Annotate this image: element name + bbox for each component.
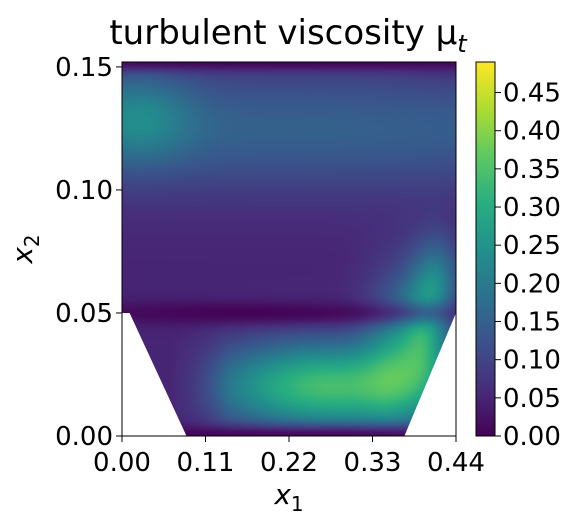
x-axis-label-subscript: 1	[291, 492, 304, 516]
x-axis-label-text: x	[273, 478, 291, 511]
y-tick-label: 0.10	[55, 176, 113, 206]
x-tick-label: 0.22	[260, 448, 318, 478]
y-axis-label: x2	[6, 234, 44, 264]
colorbar-tick-label: 0.25	[503, 231, 561, 261]
x-tick-label: 0.44	[427, 448, 485, 478]
colorbar-gradient	[475, 61, 496, 437]
colorbar-tick-label: 0.40	[503, 117, 561, 147]
chart-title-subscript: t	[457, 30, 468, 58]
x-tick-label: 0.11	[177, 448, 235, 478]
heatmap-field	[122, 62, 456, 436]
colorbar-tick-label: 0.15	[503, 308, 561, 338]
colorbar-ticks: 0.00 0.05 0.10 0.15 0.20 0.25 0.30 0.35 0.40 0.45	[495, 79, 561, 452]
y-axis-label-subscript: 2	[20, 234, 44, 247]
chart-title: turbulent viscosity μt	[109, 13, 468, 58]
x-axis-label: x1	[273, 478, 303, 516]
colorbar-tick-label: 0.45	[503, 79, 561, 109]
y-tick-label: 0.15	[55, 53, 113, 83]
y-axis: 0.00 0.05 0.10 0.15	[55, 53, 122, 452]
y-tick-label: 0.05	[55, 299, 113, 329]
y-axis-label-text: x	[6, 247, 39, 265]
colorbar-tick-label: 0.35	[503, 155, 561, 185]
colorbar: 0.00 0.05 0.10 0.15 0.20 0.25 0.30 0.35 0.40 0.45	[475, 61, 561, 452]
x-tick-label: 0.33	[344, 448, 402, 478]
x-tick-label: 0.00	[93, 448, 151, 478]
chart-title-text: turbulent viscosity μ	[109, 13, 457, 53]
colorbar-tick-label: 0.05	[503, 384, 561, 414]
colorbar-tick-label: 0.00	[503, 422, 561, 452]
x-axis: 0.00 0.11 0.22 0.33 0.44	[93, 436, 485, 478]
colorbar-tick-label: 0.30	[503, 193, 561, 223]
plot-area	[121, 61, 457, 437]
y-tick-label: 0.00	[55, 422, 113, 452]
colorbar-tick-label: 0.20	[503, 269, 561, 299]
colorbar-tick-label: 0.10	[503, 346, 561, 376]
